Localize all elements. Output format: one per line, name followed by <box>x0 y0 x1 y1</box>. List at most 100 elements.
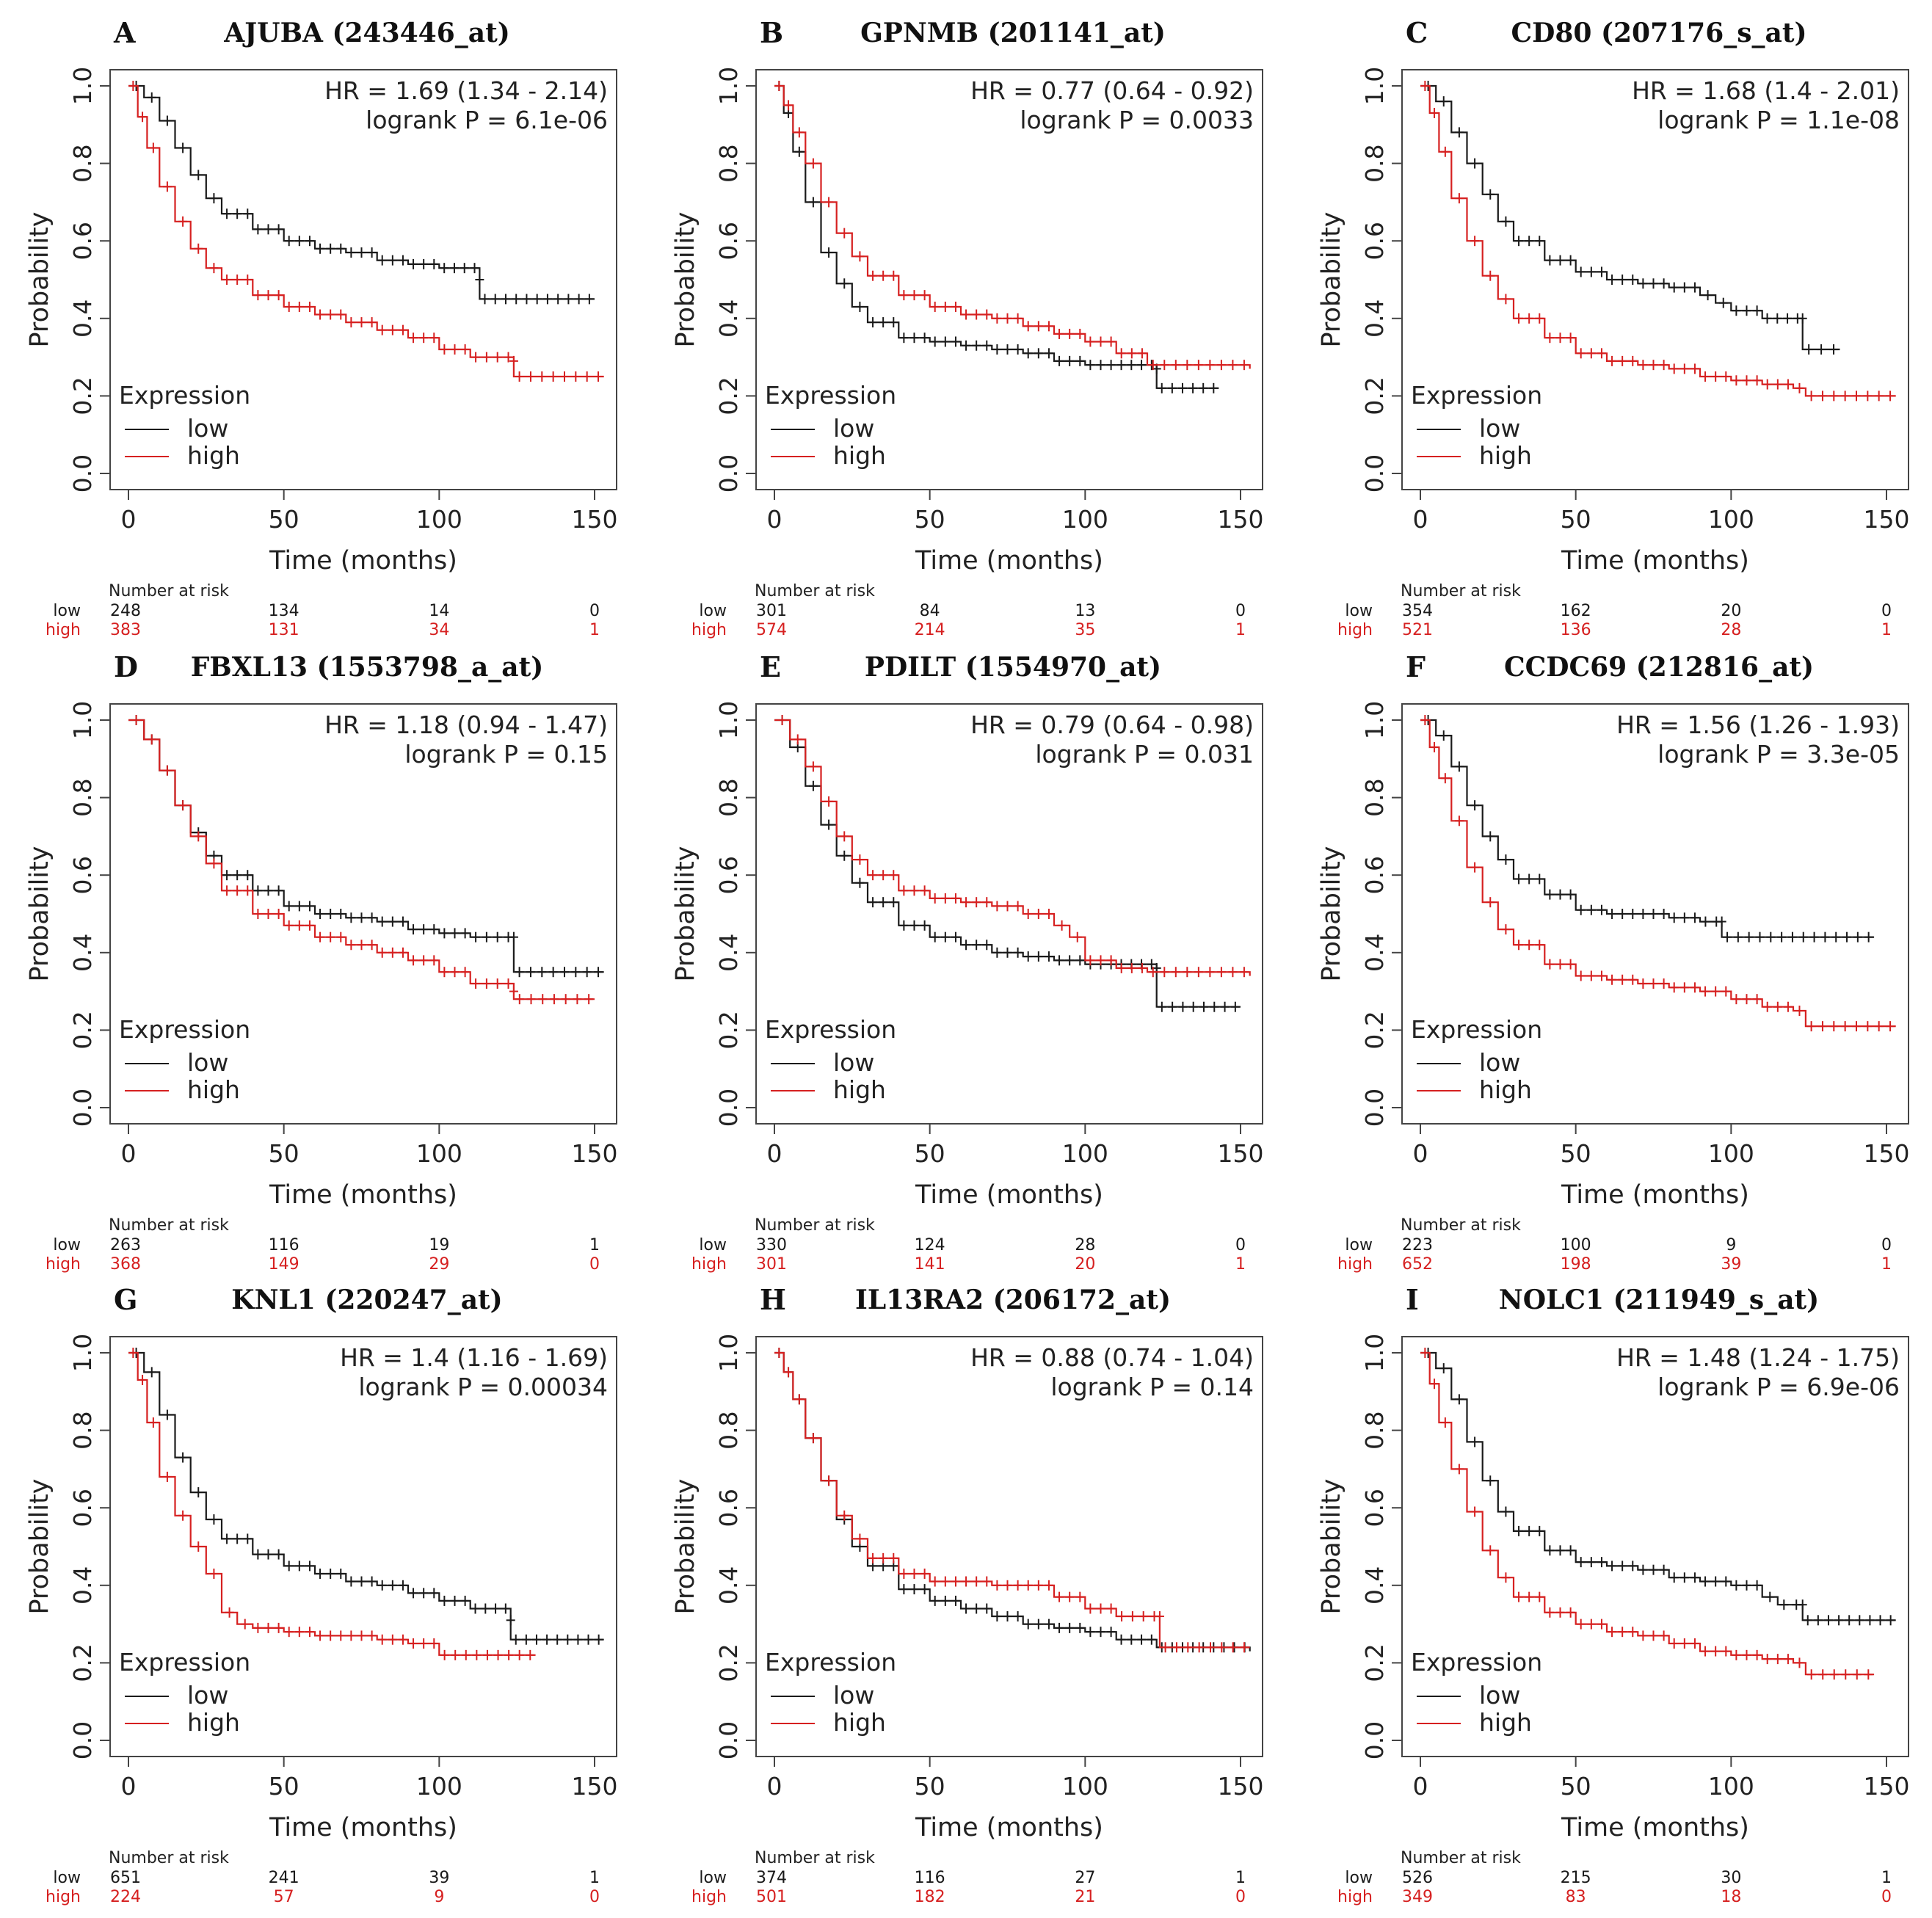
panel-title: GPNMB (201141_at) <box>860 18 1166 48</box>
x-tick-label: 50 <box>269 1139 299 1168</box>
survival-curve-low <box>128 84 595 300</box>
risk-count-low: 9 <box>1726 1236 1736 1254</box>
plot-frame <box>1401 1336 1909 1757</box>
legend-title: Expression <box>1411 1648 1542 1677</box>
plot-frame <box>755 1336 1263 1757</box>
censor-marks-high <box>131 715 594 1005</box>
hazard-ratio-text: HR = 1.56 (1.26 - 1.93) <box>1616 711 1900 739</box>
legend-label-high: high <box>1479 1075 1532 1104</box>
y-tick-label: 0.6 <box>1360 1489 1389 1527</box>
y-tick-label: 0.4 <box>1360 1566 1389 1605</box>
censor-marks-low <box>131 1348 603 1645</box>
panel-letter: E <box>760 650 781 683</box>
risk-count-low: 374 <box>756 1869 787 1887</box>
risk-count-low: 0 <box>1881 602 1892 620</box>
risk-count-high: 1 <box>1881 1255 1892 1274</box>
censor-marks-low <box>1423 81 1839 355</box>
x-tick-label: 150 <box>1218 505 1264 534</box>
y-tick-label: 0.4 <box>68 299 97 338</box>
risk-count-low: 14 <box>429 602 449 620</box>
risk-row-label-low: low <box>1345 1869 1373 1887</box>
risk-row-label-high: high <box>691 1255 727 1274</box>
x-axis-label: Time (months) <box>269 1813 457 1842</box>
panel-letter: B <box>760 16 784 49</box>
x-tick-label: 50 <box>269 1772 299 1801</box>
km-panel-g: G KNL1 (220247_at) 0 50 100 150 0.0 0.2 0.4 0.6 0.… <box>0 1267 644 1906</box>
x-tick-label: 0 <box>767 1139 782 1168</box>
legend-label-low: low <box>187 1048 228 1077</box>
risk-row-label-low: low <box>53 1236 81 1254</box>
x-tick-label: 100 <box>1062 1772 1108 1801</box>
hazard-ratio-text: HR = 1.18 (0.94 - 1.47) <box>324 711 608 739</box>
risk-count-low: 116 <box>915 1869 945 1887</box>
risk-count-high: 34 <box>429 621 449 639</box>
legend-label-high: high <box>833 1708 886 1737</box>
risk-count-low: 651 <box>110 1869 141 1887</box>
risk-count-high: 9 <box>434 1888 444 1906</box>
y-axis-label: Probability <box>671 211 700 347</box>
logrank-p-text: logrank P = 1.1e-08 <box>1657 106 1900 134</box>
y-tick-label: 0.8 <box>68 144 97 182</box>
x-tick-label: 0 <box>767 505 782 534</box>
y-tick-label: 1.0 <box>68 1334 97 1372</box>
y-tick-label: 0.4 <box>714 1566 743 1605</box>
risk-count-low: 215 <box>1561 1869 1591 1887</box>
risk-count-low: 28 <box>1075 1236 1095 1254</box>
y-axis-label: Probability <box>671 1478 700 1614</box>
legend-title: Expression <box>765 381 896 410</box>
x-tick-label: 150 <box>1218 1139 1264 1168</box>
risk-count-high: 29 <box>429 1255 449 1274</box>
censor-marks-low <box>1423 715 1873 942</box>
risk-count-high: 0 <box>1235 1888 1246 1906</box>
risk-count-high: 214 <box>915 621 945 639</box>
risk-table-title: Number at risk <box>755 1849 875 1867</box>
x-tick-label: 0 <box>121 1139 137 1168</box>
y-tick-label: 0.0 <box>68 1721 97 1759</box>
y-tick-label: 0.8 <box>1360 144 1389 182</box>
risk-count-high: 182 <box>915 1888 945 1906</box>
risk-row-label-low: low <box>53 602 81 620</box>
risk-count-high: 652 <box>1402 1255 1433 1274</box>
x-tick-label: 0 <box>767 1772 782 1801</box>
y-tick-label: 0.2 <box>1360 1643 1389 1682</box>
risk-count-low: 100 <box>1561 1236 1591 1254</box>
legend-title: Expression <box>119 381 250 410</box>
km-plot: 0 50 100 150 0.0 0.2 0.4 0.6 0.8 1.0 Time (months)… <box>671 701 1264 1274</box>
survival-curve-high <box>1420 1351 1875 1676</box>
risk-count-low: 1 <box>1881 1869 1892 1887</box>
x-tick-label: 150 <box>1864 505 1910 534</box>
legend-label-low: low <box>1479 414 1520 443</box>
risk-table-title: Number at risk <box>109 582 229 600</box>
y-tick-label: 0.2 <box>1360 377 1389 415</box>
risk-count-low: 124 <box>915 1236 945 1254</box>
km-panel-i: I NOLC1 (211949_s_at) 0 50 100 150 0.0 0.2 0.4 0.… <box>1292 1267 1932 1906</box>
survival-curve-high <box>774 1351 1250 1649</box>
risk-row-label-low: low <box>699 1236 727 1254</box>
y-tick-label: 0.8 <box>714 1411 743 1449</box>
risk-count-low: 13 <box>1075 602 1095 620</box>
x-tick-label: 0 <box>1413 1772 1428 1801</box>
survival-curve-high <box>774 84 1251 369</box>
logrank-p-text: logrank P = 0.031 <box>1035 740 1254 769</box>
km-plot: 0 50 100 150 0.0 0.2 0.4 0.6 0.8 1.0 Time (months)… <box>671 67 1264 639</box>
risk-row-label-low: low <box>53 1869 81 1887</box>
y-tick-label: 0.6 <box>1360 222 1389 260</box>
risk-count-high: 0 <box>589 1255 600 1274</box>
panel-title: CCDC69 (212816_at) <box>1503 652 1815 683</box>
risk-count-high: 383 <box>110 621 141 639</box>
panel-title: KNL1 (220247_at) <box>231 1285 503 1315</box>
y-tick-label: 0.6 <box>1360 856 1389 894</box>
legend-label-high: high <box>833 441 886 470</box>
y-tick-label: 0.4 <box>1360 299 1389 338</box>
y-tick-label: 0.0 <box>1360 1721 1389 1759</box>
legend-label-high: high <box>187 1708 240 1737</box>
risk-count-high: 18 <box>1721 1888 1741 1906</box>
censor-marks-high <box>777 715 1249 978</box>
y-tick-label: 0.4 <box>714 299 743 338</box>
censor-marks-high <box>1420 1348 1873 1680</box>
logrank-p-text: logrank P = 6.9e-06 <box>1657 1373 1900 1401</box>
km-panel-e: E PDILT (1554970_at) 0 50 100 150 0.0 0.2 0.4 0.6… <box>646 634 1290 1274</box>
survival-curve-high <box>1420 719 1896 1028</box>
y-tick-label: 0.0 <box>714 454 743 493</box>
risk-count-high: 21 <box>1075 1888 1095 1906</box>
